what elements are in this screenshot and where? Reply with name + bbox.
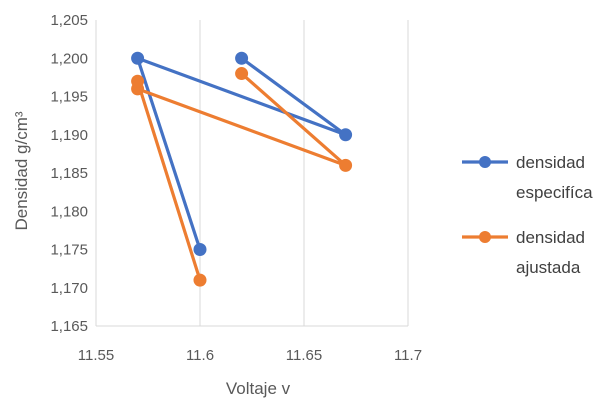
series-line (136, 71, 348, 282)
y-tick-label: 1,165 (50, 318, 88, 335)
data-point (339, 128, 353, 142)
data-point (235, 51, 249, 65)
legend-label: especifíca (516, 183, 593, 202)
x-tick-label: 11.7 (394, 347, 422, 364)
data-point (193, 243, 207, 256)
x-tick-label: 11.6 (186, 347, 214, 364)
x-tick-label: 11.55 (78, 347, 114, 364)
data-point (131, 51, 145, 65)
x-tick-label: 11.65 (286, 347, 322, 364)
legend-label: ajustada (516, 258, 581, 277)
y-tick-label: 1,205 (50, 12, 88, 29)
series-line (136, 56, 348, 252)
data-point (193, 273, 207, 287)
legend-marker-dot (479, 156, 491, 168)
series-group (131, 51, 353, 287)
legend-label: densidad (516, 153, 585, 172)
y-tick-label: 1,190 (50, 127, 88, 144)
legend-label: densidad (516, 228, 585, 247)
y-axis-title: Densidad g/cm³ (12, 111, 31, 230)
axes: 11.55 11.6 11.65 11.7 1,165 1,170 1,175 1,180 1,… (50, 12, 422, 364)
legend: densidad especifíca densidad ajustada (462, 153, 593, 277)
y-tick-label: 1,170 (50, 280, 88, 297)
legend-marker-dot (479, 231, 491, 243)
data-point (131, 74, 145, 88)
y-tick-label: 1,200 (50, 50, 88, 67)
y-tick-label: 1,175 (50, 242, 88, 259)
x-axis-title: Voltaje v (226, 379, 291, 398)
data-point (235, 67, 249, 81)
y-tick-label: 1,180 (50, 203, 88, 220)
y-tick-label: 1,195 (50, 89, 88, 106)
data-point (339, 158, 353, 172)
y-tick-label: 1,185 (50, 165, 88, 182)
